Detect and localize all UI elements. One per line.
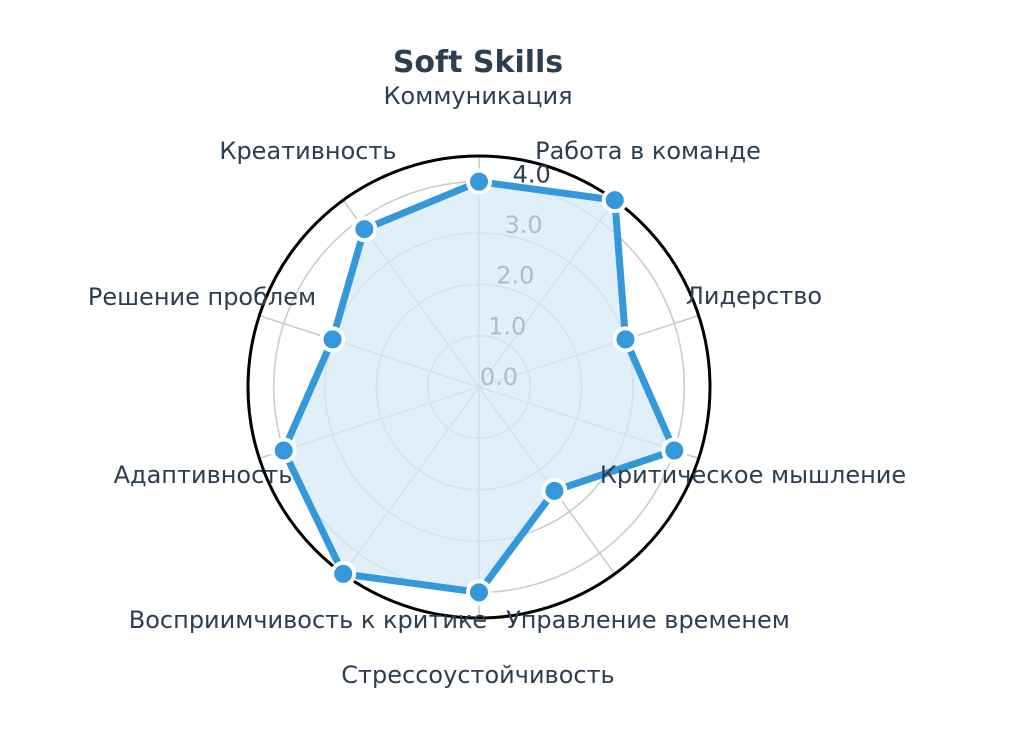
category-label: Критическое мышление: [600, 461, 906, 489]
chart-title: Soft Skills: [393, 45, 563, 80]
category-label: Стрессоустойчивость: [341, 661, 614, 689]
category-label: Восприимчивость к критике: [129, 606, 487, 634]
category-label: Лидерство: [686, 282, 822, 310]
category-label: Решение проблем: [88, 283, 316, 311]
data-point: [351, 216, 378, 243]
category-label: Коммуникация: [384, 82, 573, 110]
data-point: [270, 437, 297, 464]
data-point: [601, 187, 628, 214]
data-point: [319, 326, 346, 353]
data-point: [466, 168, 492, 195]
category-label: Управление временем: [506, 606, 790, 634]
data-point: [541, 477, 568, 504]
data-point: [466, 579, 492, 606]
category-label: Адаптивность: [114, 461, 293, 489]
category-labels: Коммуникация Работа в команде Лидерство Кри…: [88, 82, 906, 689]
series: [270, 168, 688, 606]
polar-frame: [246, 154, 712, 620]
category-label: Работа в команде: [535, 137, 761, 165]
category-label: Креативность: [219, 137, 396, 165]
data-point: [612, 326, 639, 353]
data-point: [330, 560, 357, 587]
data-point: [661, 437, 688, 464]
series-area: [283, 181, 675, 593]
